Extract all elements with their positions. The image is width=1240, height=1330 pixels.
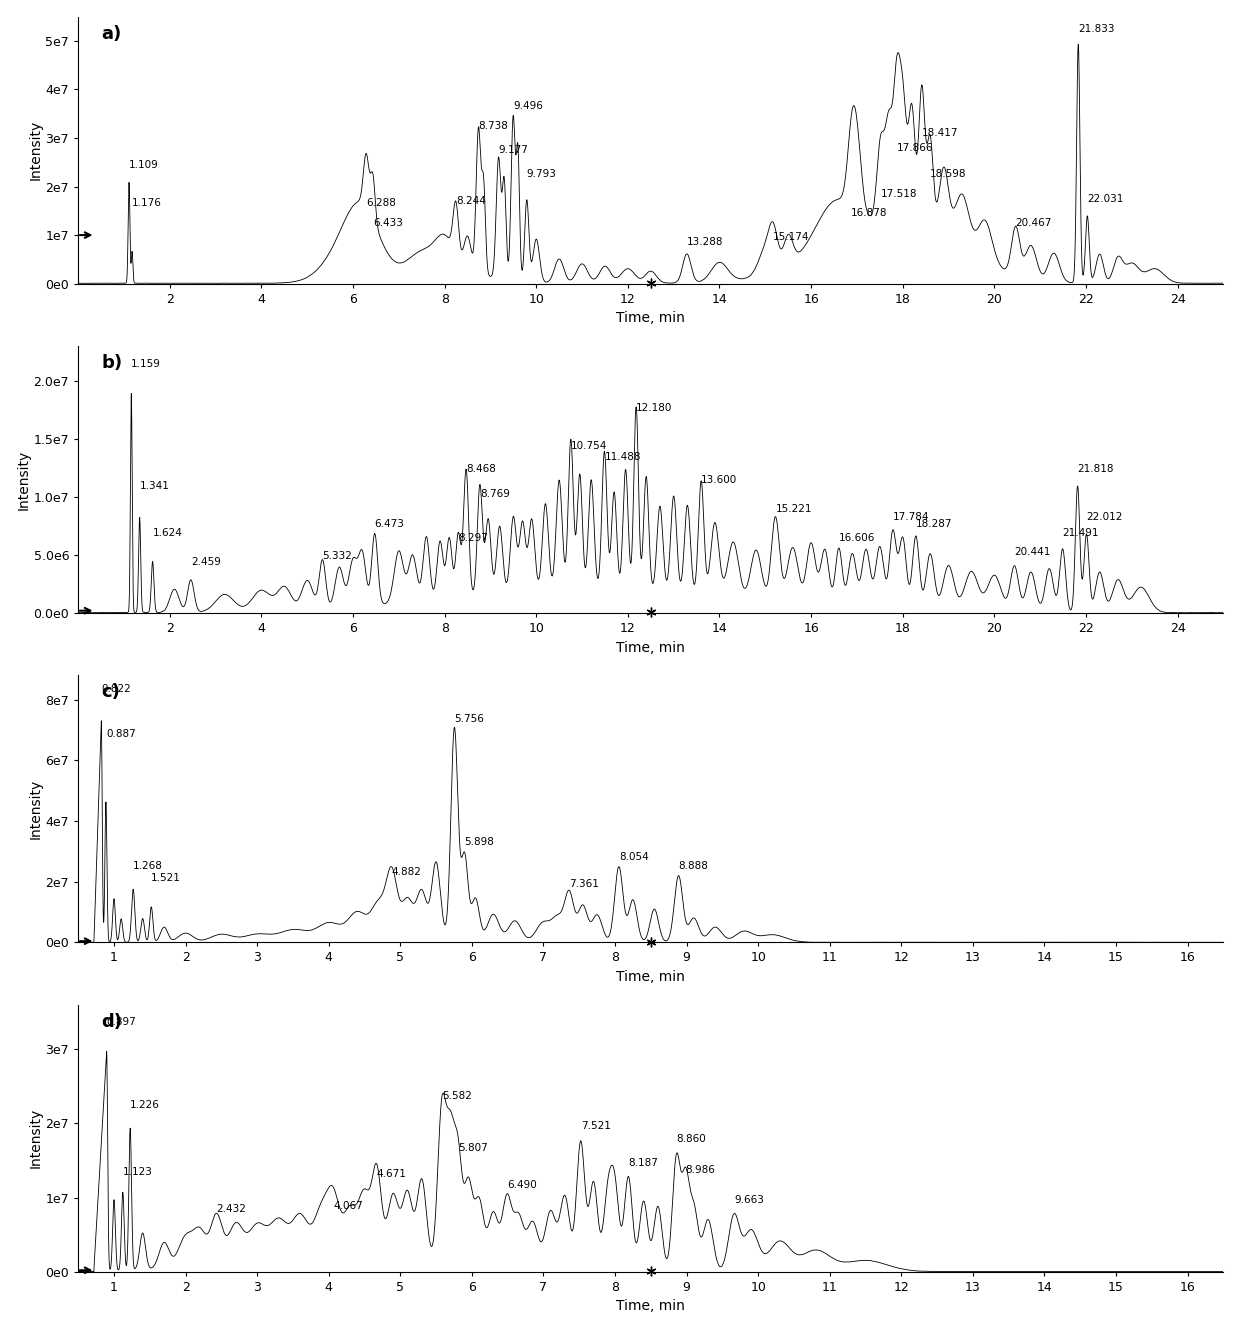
Text: 8.860: 8.860	[677, 1134, 707, 1144]
Text: 8.244: 8.244	[456, 196, 486, 206]
X-axis label: Time, min: Time, min	[616, 311, 686, 326]
Text: 0.897: 0.897	[107, 1017, 136, 1027]
Text: 1.341: 1.341	[140, 481, 170, 491]
Text: 21.491: 21.491	[1063, 528, 1099, 537]
Text: 4.671: 4.671	[377, 1169, 407, 1180]
Text: 18.598: 18.598	[930, 169, 967, 180]
Text: 16.606: 16.606	[838, 533, 875, 544]
Text: 8.468: 8.468	[466, 464, 496, 473]
Text: 4.882: 4.882	[392, 867, 422, 878]
Text: 1.226: 1.226	[130, 1100, 160, 1111]
Text: 2.432: 2.432	[217, 1204, 247, 1214]
Text: 5.898: 5.898	[465, 837, 495, 847]
Text: 1.624: 1.624	[153, 528, 182, 537]
Text: 5.332: 5.332	[322, 551, 352, 561]
Text: 16.878: 16.878	[852, 207, 888, 218]
Text: 5.756: 5.756	[454, 714, 485, 724]
Text: c): c)	[102, 684, 120, 701]
Text: 1.268: 1.268	[133, 861, 164, 871]
Text: 12.180: 12.180	[636, 403, 672, 414]
Text: 9.793: 9.793	[527, 169, 557, 180]
Text: 6.473: 6.473	[374, 520, 404, 529]
Text: d): d)	[102, 1013, 122, 1031]
X-axis label: Time, min: Time, min	[616, 1299, 686, 1313]
Y-axis label: Intensity: Intensity	[29, 779, 42, 839]
Text: 9.496: 9.496	[513, 101, 543, 112]
Text: 18.287: 18.287	[916, 520, 952, 529]
Text: 6.490: 6.490	[507, 1180, 537, 1190]
X-axis label: Time, min: Time, min	[616, 641, 686, 654]
Text: 1.521: 1.521	[151, 874, 181, 883]
Y-axis label: Intensity: Intensity	[29, 120, 42, 181]
Text: 8.054: 8.054	[619, 853, 649, 862]
Text: 1.176: 1.176	[133, 198, 162, 209]
Text: 6.288: 6.288	[366, 198, 396, 209]
Text: 22.012: 22.012	[1086, 512, 1123, 523]
Text: 20.441: 20.441	[1014, 547, 1050, 557]
Text: 5.807: 5.807	[458, 1142, 487, 1153]
Text: 11.488: 11.488	[604, 452, 641, 462]
Text: 9.177: 9.177	[498, 145, 528, 156]
Text: 1.159: 1.159	[131, 359, 161, 370]
Text: 18.417: 18.417	[921, 128, 959, 138]
Text: 8.769: 8.769	[480, 489, 510, 499]
Text: 20.467: 20.467	[1016, 218, 1052, 227]
Text: 21.818: 21.818	[1078, 464, 1114, 473]
Text: 0.887: 0.887	[105, 729, 135, 739]
Y-axis label: Intensity: Intensity	[16, 450, 31, 509]
Text: 9.663: 9.663	[734, 1196, 764, 1205]
Text: 6.433: 6.433	[373, 218, 403, 227]
Text: 17.784: 17.784	[893, 512, 929, 523]
Text: 2.459: 2.459	[191, 556, 221, 567]
Text: b): b)	[102, 354, 123, 372]
Text: 10.754: 10.754	[570, 440, 608, 451]
Text: 1.123: 1.123	[123, 1166, 153, 1177]
Text: 13.600: 13.600	[701, 475, 738, 485]
Text: a): a)	[102, 25, 122, 43]
Text: 8.297: 8.297	[459, 533, 489, 544]
Text: 15.174: 15.174	[774, 233, 810, 242]
Text: 17.518: 17.518	[880, 189, 918, 198]
Text: 7.521: 7.521	[580, 1121, 610, 1130]
Text: 8.888: 8.888	[678, 861, 708, 871]
Y-axis label: Intensity: Intensity	[29, 1108, 42, 1168]
Text: 7.361: 7.361	[569, 879, 599, 890]
Text: 22.031: 22.031	[1087, 194, 1123, 203]
Text: 5.582: 5.582	[441, 1091, 471, 1101]
Text: 1.109: 1.109	[129, 160, 159, 169]
Text: 0.822: 0.822	[102, 684, 131, 694]
Text: 21.833: 21.833	[1079, 24, 1115, 33]
Text: 8.187: 8.187	[629, 1158, 658, 1168]
X-axis label: Time, min: Time, min	[616, 970, 686, 984]
Text: 8.738: 8.738	[479, 121, 508, 130]
Text: 15.221: 15.221	[775, 504, 812, 515]
Text: 8.986: 8.986	[686, 1165, 715, 1176]
Text: 4.067: 4.067	[334, 1201, 363, 1210]
Text: 13.288: 13.288	[687, 237, 723, 247]
Text: 17.866: 17.866	[897, 142, 932, 153]
